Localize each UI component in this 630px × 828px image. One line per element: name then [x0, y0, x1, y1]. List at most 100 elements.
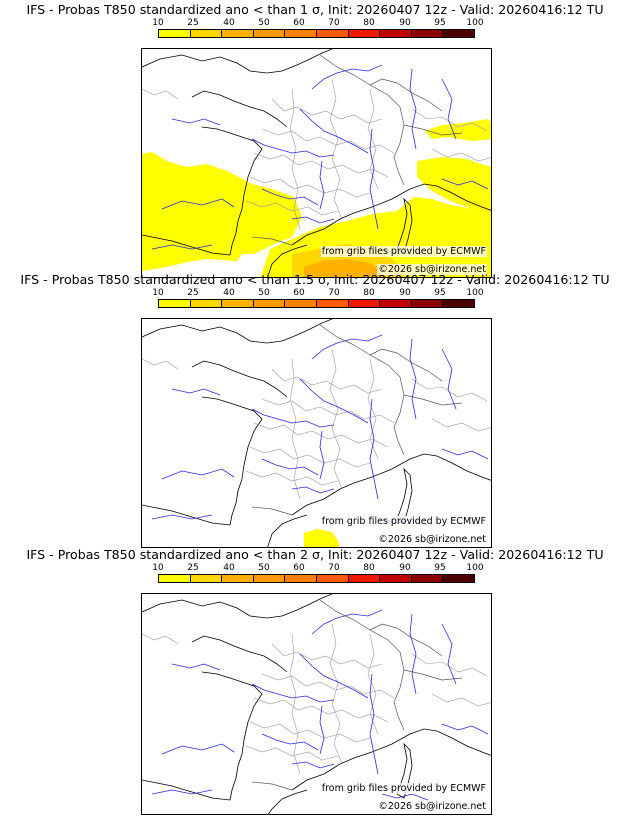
legend-tick: 40	[223, 18, 235, 28]
national-borders	[251, 324, 463, 516]
prob-area-40	[304, 259, 382, 277]
legend-tick: 100	[466, 563, 484, 573]
legend-color-swatch	[159, 575, 191, 582]
prob-area-north-east	[425, 119, 491, 141]
map-panel-2sigma: IFS - Probas T850 standardized ano < tha…	[0, 547, 630, 823]
legend-color-swatch	[253, 300, 286, 307]
legend-color-swatch	[222, 300, 254, 307]
panel-title: IFS - Probas T850 standardized ano < tha…	[26, 547, 604, 562]
legend-color-swatch	[316, 30, 349, 37]
legend-tick: 40	[223, 288, 235, 298]
map-panel-1sigma: IFS - Probas T850 standardized ano < tha…	[0, 2, 630, 278]
legend-color-swatch	[348, 300, 381, 307]
regional-borders	[142, 623, 491, 775]
panel-title: IFS - Probas T850 standardized ano < tha…	[20, 272, 610, 287]
legend-tick: 95	[434, 288, 446, 298]
legend-tick: 50	[258, 563, 270, 573]
legend-tick: 90	[399, 288, 411, 298]
legend-color-swatch	[222, 30, 254, 37]
legend-tick: 40	[223, 563, 235, 573]
legend-color-swatch	[380, 575, 412, 582]
legend-color-swatch	[253, 30, 286, 37]
map-graphic	[142, 319, 491, 547]
regional-borders	[142, 348, 491, 500]
legend-tick: 100	[466, 288, 484, 298]
legend-tick: 100	[466, 18, 484, 28]
legend-tick: 90	[399, 563, 411, 573]
legend-tick: 10	[152, 18, 164, 28]
regional-borders	[142, 78, 491, 230]
legend-tick: 50	[258, 18, 270, 28]
coastlines	[142, 49, 491, 277]
legend-tick: 70	[328, 288, 340, 298]
legend-color-swatch	[380, 300, 412, 307]
legend-colorbar	[158, 29, 475, 38]
legend-color-swatch	[190, 575, 223, 582]
france-map: from grib files provided by ECMWF ©2026 …	[141, 48, 492, 278]
legend-tick: 10	[152, 563, 164, 573]
legend-tick: 10	[152, 288, 164, 298]
copyright: ©2026 sb@irizone.net	[377, 801, 487, 812]
legend-color-swatch	[316, 300, 349, 307]
copyright: ©2026 sb@irizone.net	[377, 534, 487, 545]
legend-tick: 80	[363, 18, 375, 28]
legend-color-swatch	[348, 30, 381, 37]
legend-color-swatch	[285, 300, 317, 307]
legend-color-swatch	[380, 30, 412, 37]
legend-color-swatch	[159, 300, 191, 307]
legend-tick: 60	[293, 563, 305, 573]
copyright: ©2026 sb@irizone.net	[377, 264, 487, 275]
legend-tick: 50	[258, 288, 270, 298]
legend-tick: 70	[328, 563, 340, 573]
legend-colorbar	[158, 299, 475, 308]
legend-color-swatch	[411, 575, 444, 582]
legend-color-swatch	[443, 30, 474, 37]
legend-tick: 25	[187, 18, 199, 28]
map-graphic	[142, 594, 491, 814]
rivers	[151, 609, 489, 801]
panel-title: IFS - Probas T850 standardized ano < tha…	[26, 2, 604, 17]
legend-tick: 80	[363, 288, 375, 298]
legend-ticks: 10 25 40 50 60 70 80 90 95 100	[0, 563, 630, 575]
legend-tick: 80	[363, 563, 375, 573]
legend-color-swatch	[348, 575, 381, 582]
legend-tick: 60	[293, 18, 305, 28]
legend-color-swatch	[316, 575, 349, 582]
legend-ticks: 10 25 40 50 60 70 80 90 95 100	[0, 18, 630, 30]
coastlines	[142, 594, 491, 814]
legend-color-swatch	[443, 300, 474, 307]
legend-tick: 95	[434, 563, 446, 573]
legend-color-swatch	[159, 30, 191, 37]
prob-area-south	[304, 529, 340, 547]
rivers	[151, 334, 489, 526]
map-graphic	[142, 49, 491, 277]
legend-color-swatch	[411, 300, 444, 307]
legend-color-swatch	[285, 575, 317, 582]
rivers	[151, 64, 489, 256]
france-map: from grib files provided by ECMWF ©2026 …	[141, 318, 492, 548]
legend-color-swatch	[253, 575, 286, 582]
legend-color-swatch	[443, 575, 474, 582]
legend-color-swatch	[411, 30, 444, 37]
map-panel-1-5sigma: IFS - Probas T850 standardized ano < tha…	[0, 272, 630, 548]
data-source-credit: from grib files provided by ECMWF	[320, 783, 487, 794]
legend-color-swatch	[222, 575, 254, 582]
data-source-credit: from grib files provided by ECMWF	[320, 516, 487, 527]
data-source-credit: from grib files provided by ECMWF	[320, 246, 487, 257]
legend-tick: 25	[187, 288, 199, 298]
legend-color-swatch	[190, 30, 223, 37]
legend-tick: 25	[187, 563, 199, 573]
legend-ticks: 10 25 40 50 60 70 80 90 95 100	[0, 288, 630, 300]
legend-tick: 60	[293, 288, 305, 298]
legend-tick: 90	[399, 18, 411, 28]
legend-colorbar	[158, 574, 475, 583]
national-borders	[251, 599, 463, 791]
national-borders	[251, 54, 463, 246]
coastlines	[142, 319, 491, 547]
france-map: from grib files provided by ECMWF ©2026 …	[141, 593, 492, 815]
prob-area-alps	[417, 157, 491, 217]
legend-color-swatch	[190, 300, 223, 307]
legend-tick: 95	[434, 18, 446, 28]
legend-color-swatch	[285, 30, 317, 37]
prob-area-atlantic	[142, 152, 302, 271]
